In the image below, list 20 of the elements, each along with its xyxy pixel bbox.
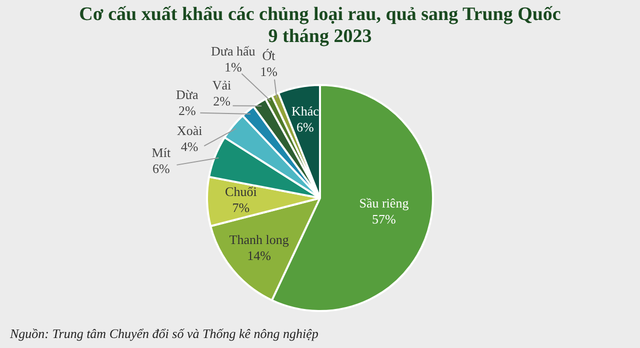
data-label: 1% (260, 64, 278, 79)
data-label: 4% (180, 138, 198, 154)
slice-label: Sầu riêng (359, 196, 410, 211)
slice-label: Khác (291, 104, 320, 119)
data-label: 57% (372, 212, 396, 227)
data-label: 14% (247, 248, 272, 263)
slice-label: Ớt (262, 48, 276, 63)
slice-label: Vải (212, 78, 232, 93)
data-label: 6% (152, 160, 170, 176)
data-label: 2% (178, 103, 196, 118)
slice-label: Thanh long (229, 232, 290, 247)
slice-label: Chuối (225, 184, 258, 199)
data-label: 7% (232, 200, 250, 215)
slice-label: Xoài (176, 122, 203, 138)
data-label: 6% (296, 120, 314, 135)
slice-label: Mít (152, 144, 171, 160)
data-label: 1% (224, 59, 242, 74)
data-label: 2% (213, 94, 231, 109)
slice-label: Dừa (176, 87, 198, 102)
text: Nguồn: Trung tâm Chuyển đổi số và Thống kê nông nghiệp (10, 326, 318, 342)
